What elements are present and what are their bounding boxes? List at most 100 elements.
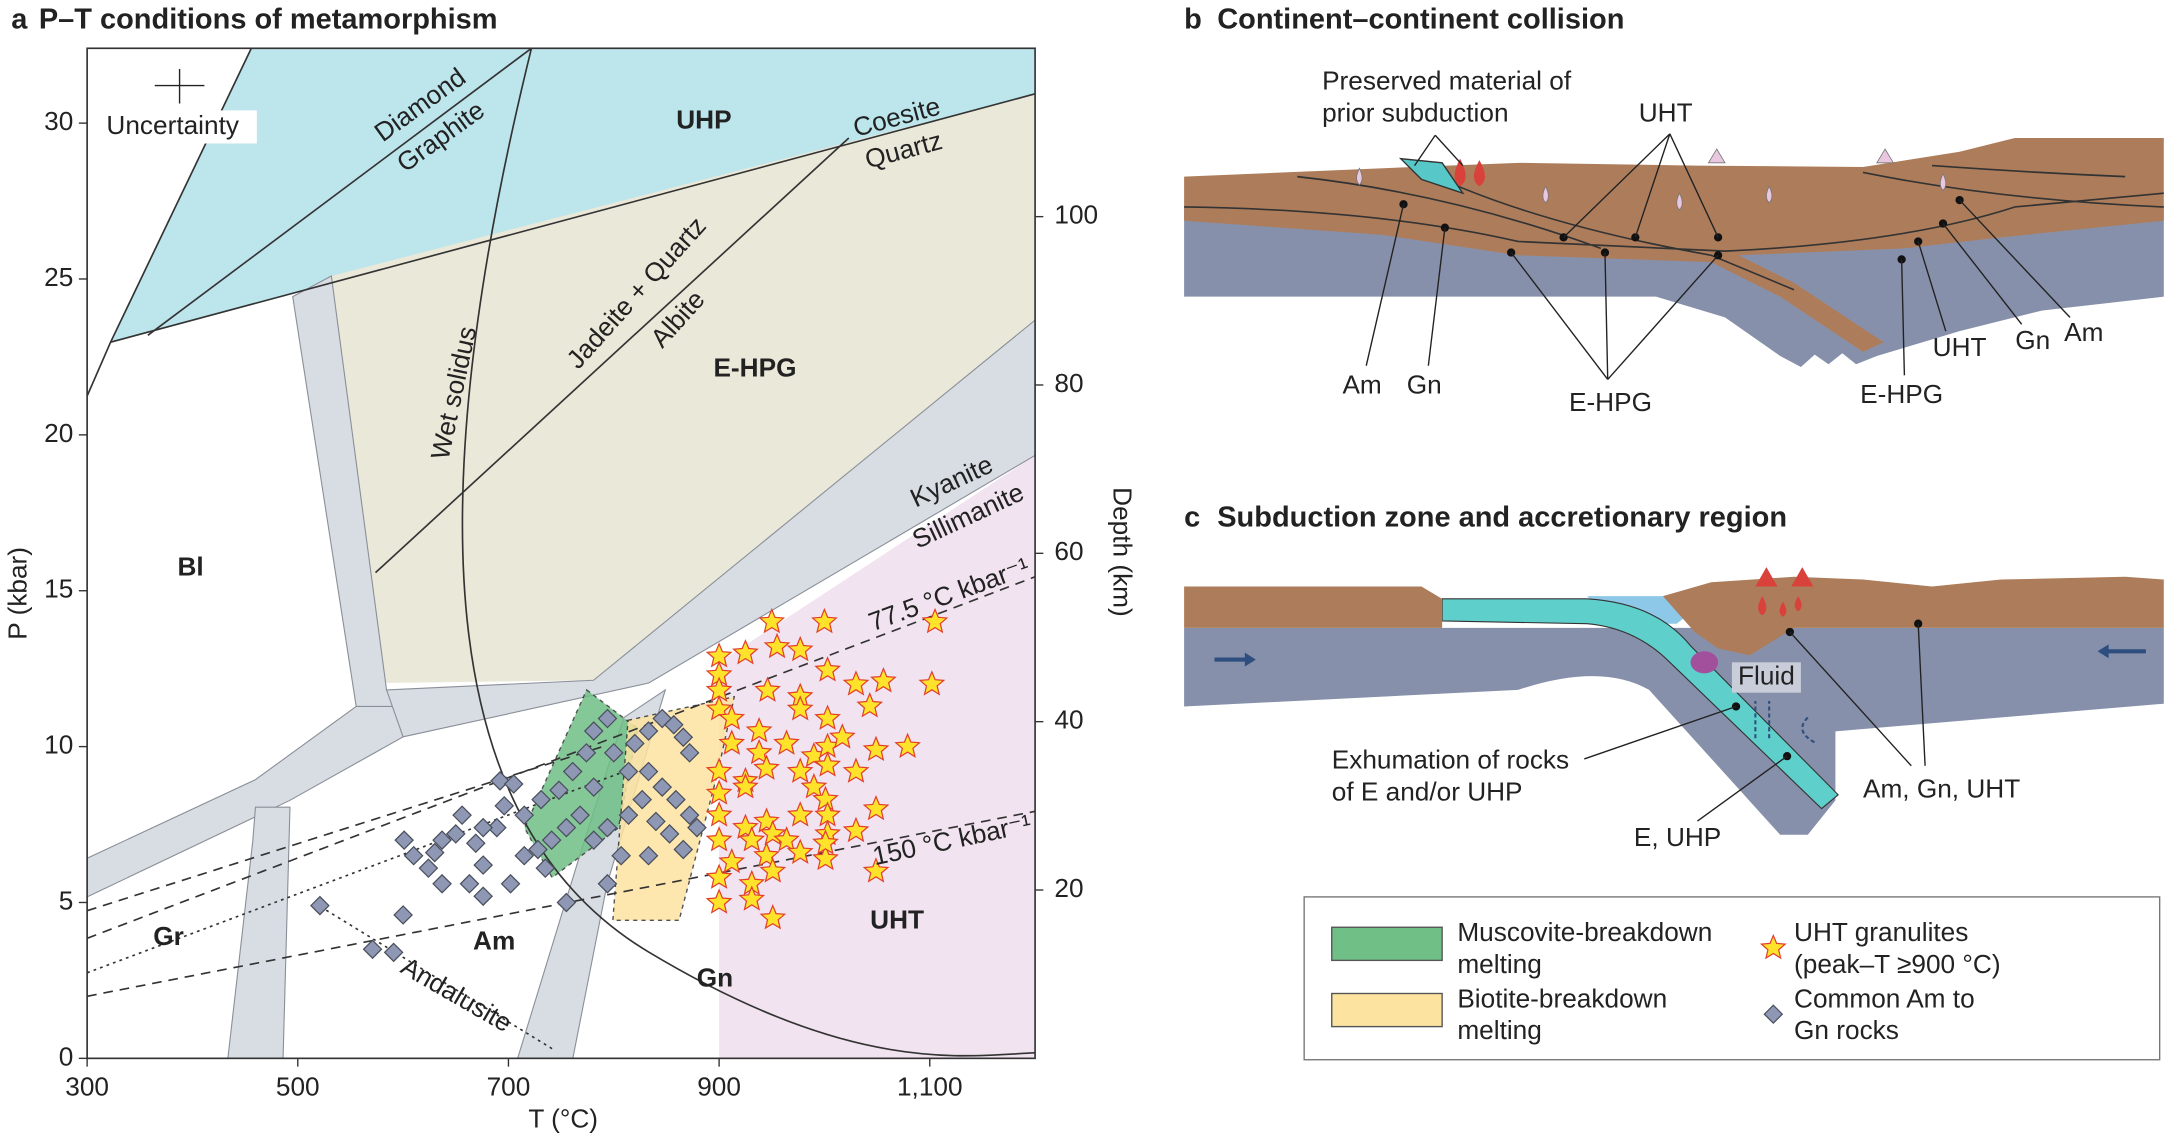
point bbox=[638, 845, 659, 866]
label: Exhumation of rocks bbox=[1332, 745, 1569, 775]
x-tick-label: 500 bbox=[276, 1072, 320, 1102]
point bbox=[583, 830, 604, 850]
label: Fluid bbox=[1738, 660, 1795, 690]
jadeite-albite-line bbox=[374, 137, 850, 574]
point bbox=[652, 708, 673, 729]
point bbox=[618, 761, 639, 782]
point bbox=[531, 789, 551, 810]
legend-entry: Muscovite-breakdown melting bbox=[1457, 918, 1713, 980]
legend-markers bbox=[1759, 933, 1787, 1025]
annotation: Andalusite bbox=[396, 951, 517, 1038]
point bbox=[812, 785, 839, 812]
gradient-line bbox=[86, 771, 622, 974]
label: Preserved material of bbox=[1322, 66, 1572, 96]
point bbox=[814, 751, 841, 777]
biotite-region bbox=[612, 695, 736, 922]
point bbox=[705, 826, 733, 852]
point bbox=[786, 635, 814, 662]
annotation: Gr bbox=[153, 921, 184, 951]
point bbox=[562, 761, 583, 782]
legend-text: Biotite-breakdown melting bbox=[1457, 985, 1668, 1046]
annotation: Uncertainty bbox=[106, 110, 239, 140]
panel-title: P–T conditions of metamorphism bbox=[39, 3, 498, 35]
point bbox=[403, 845, 424, 866]
point bbox=[759, 903, 787, 930]
point bbox=[473, 855, 494, 875]
crust-layer bbox=[1184, 137, 2164, 352]
point bbox=[758, 607, 786, 634]
legend-entry: Biotite-breakdown melting bbox=[1457, 985, 1668, 1046]
x-tick-label: 1,100 bbox=[897, 1072, 963, 1102]
point bbox=[773, 729, 800, 755]
point bbox=[745, 738, 773, 765]
point bbox=[921, 607, 949, 634]
prior-subduction bbox=[1398, 157, 1465, 195]
point bbox=[918, 670, 946, 696]
point bbox=[673, 839, 694, 860]
gray-band bbox=[227, 806, 291, 1059]
fluid-box bbox=[1731, 662, 1801, 693]
point bbox=[738, 826, 766, 852]
panel-label: a bbox=[11, 3, 28, 35]
legend-swatch bbox=[1331, 992, 1443, 1028]
point bbox=[666, 789, 686, 810]
point bbox=[673, 727, 694, 748]
label: Am bbox=[2064, 317, 2103, 347]
point bbox=[549, 780, 569, 801]
y2-tick-label: 40 bbox=[1054, 705, 1083, 735]
label: E, UHP bbox=[1634, 822, 1721, 852]
structure-lines bbox=[1184, 162, 2164, 291]
label: UHT bbox=[1639, 97, 1693, 127]
gradient-line bbox=[86, 744, 608, 912]
point bbox=[362, 939, 383, 960]
annotation: UHP bbox=[676, 104, 731, 134]
label: Gn bbox=[2015, 325, 2050, 355]
point bbox=[514, 805, 535, 826]
point bbox=[718, 704, 746, 730]
point bbox=[490, 771, 510, 791]
point bbox=[445, 824, 466, 844]
point bbox=[500, 873, 521, 894]
point bbox=[597, 817, 618, 838]
point bbox=[718, 729, 746, 755]
label: of E and/or UHP bbox=[1332, 776, 1523, 806]
diamond-graphite-line bbox=[147, 47, 532, 336]
point bbox=[583, 777, 604, 797]
point bbox=[894, 732, 921, 759]
point bbox=[487, 817, 507, 838]
small-melts bbox=[1356, 148, 1947, 211]
point bbox=[687, 817, 707, 838]
axes: 300 500 700 900 1,100 0 5 10 15 20 25 30 20 40 60 80 100 bbox=[44, 106, 1098, 1102]
point bbox=[814, 704, 841, 730]
point bbox=[570, 805, 590, 826]
point bbox=[812, 829, 839, 855]
melt bbox=[1690, 651, 1719, 674]
legend-swatch bbox=[1331, 926, 1443, 962]
point bbox=[503, 774, 524, 794]
point bbox=[732, 639, 759, 665]
point bbox=[597, 873, 618, 894]
point bbox=[800, 773, 828, 799]
point bbox=[432, 873, 452, 894]
coesite-quartz-line bbox=[110, 93, 1036, 344]
crust-layer bbox=[1184, 586, 1443, 628]
uncertainty-cross bbox=[154, 68, 205, 104]
label: E-HPG bbox=[1569, 387, 1652, 417]
point bbox=[603, 742, 624, 763]
annotation: Bl bbox=[178, 551, 204, 581]
point bbox=[786, 801, 814, 827]
y-tick-label: 20 bbox=[44, 418, 73, 448]
volcanoes bbox=[1755, 567, 1814, 617]
panel-title: Continent–continent collision bbox=[1217, 3, 1624, 35]
label: Am bbox=[1342, 369, 1381, 399]
point bbox=[393, 905, 413, 925]
y-axis-label: P (kbar) bbox=[2, 547, 32, 640]
legend-text: Muscovite-breakdown melting bbox=[1457, 918, 1713, 980]
leader-lines bbox=[1365, 133, 2071, 380]
point bbox=[663, 714, 684, 735]
legend-entry: Common Am to Gn rocks bbox=[1794, 985, 1975, 1046]
panel-title: Subduction zone and accretionary region bbox=[1217, 501, 1787, 533]
y-tick-label: 10 bbox=[44, 730, 73, 760]
point bbox=[705, 801, 733, 827]
